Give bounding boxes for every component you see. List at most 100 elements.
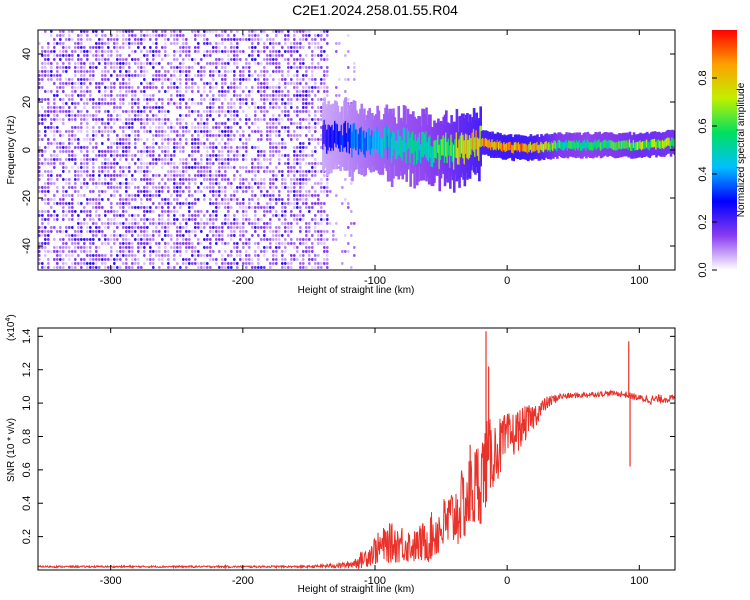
spectrogram-cell (41, 78, 44, 81)
spectrogram-cell (215, 154, 218, 157)
spectrogram-cell (269, 146, 272, 149)
spectrogram-cell (245, 190, 248, 193)
spectrogram-cell (86, 150, 89, 153)
spectrogram-cell (47, 114, 50, 117)
spectrogram-cell (74, 182, 77, 185)
spectrogram-cell (71, 206, 74, 209)
spectrogram-cell (110, 146, 113, 149)
spectrogram-cell (128, 246, 131, 249)
spectrogram-cell (287, 222, 290, 225)
spectrogram-cell (152, 74, 155, 77)
spectrogram-cell (71, 38, 74, 41)
spectrogram-cell (293, 182, 296, 185)
spectrogram-cell (44, 66, 47, 69)
spectrogram-cell (311, 58, 314, 61)
spectrogram-cell (275, 70, 278, 73)
spectrogram-cell (119, 250, 122, 253)
spectrogram-cell (293, 66, 296, 69)
spectrogram-cell (179, 250, 182, 253)
spectrogram-cell (113, 130, 116, 133)
spectrogram-cell (149, 34, 152, 37)
spectrogram-cell (320, 146, 323, 149)
spectrogram-cell (245, 58, 248, 61)
spectrogram-cell (299, 166, 302, 169)
spectrogram-cell (323, 250, 326, 253)
colorbar: 0.00.20.40.60.8 Normalized spectral ampl… (697, 30, 747, 278)
spectrogram-cell (239, 174, 242, 177)
spectrogram-cell (167, 222, 170, 225)
spectrogram-cell (56, 190, 59, 193)
spectrogram-cell (134, 170, 137, 173)
spectrogram-cell (293, 206, 296, 209)
spectrogram-cell (272, 214, 275, 217)
spectrogram-cell (104, 266, 107, 269)
spectrogram-cell (83, 70, 86, 73)
spectrogram-cell (230, 102, 233, 105)
spectrogram-cell (197, 186, 200, 189)
spectrogram-cell (41, 66, 44, 69)
spectrogram-cell (335, 94, 338, 97)
spectrogram-cell (164, 182, 167, 185)
spectrogram-cell (221, 30, 224, 33)
spectrogram-cell (173, 206, 176, 209)
spectrogram-cell (266, 58, 269, 61)
spectrogram-cell (353, 66, 356, 69)
spectrogram-cell (230, 130, 233, 133)
spectrogram-cell (218, 142, 221, 145)
spectrogram-cell (251, 90, 254, 93)
spectrogram-cell (218, 106, 221, 109)
spectrogram-cell (83, 246, 86, 249)
spectrogram-cell (98, 42, 101, 45)
spectrogram-cell (119, 254, 122, 257)
spectrogram-cell (176, 134, 179, 137)
spectrogram-cell (218, 34, 221, 37)
spectrogram-cell (89, 242, 92, 245)
spectrogram-cell (197, 162, 200, 165)
spectrogram-cell (119, 126, 122, 129)
spectrogram-cell (170, 194, 173, 197)
spectrogram-cell (128, 66, 131, 69)
spectrogram-cell (239, 138, 242, 141)
spectrogram-cell (311, 118, 314, 121)
spectrogram-cell (104, 238, 107, 241)
spectrogram-cell (50, 62, 53, 65)
spectrogram-cell (158, 110, 161, 113)
spectrogram-cell (59, 54, 62, 57)
spectrogram-cell (209, 182, 212, 185)
spectrogram-cell (251, 234, 254, 237)
spectrogram-cell (71, 226, 74, 229)
spectrogram-cell (248, 126, 251, 129)
spectrogram-cell (92, 134, 95, 137)
spectrogram-cell (65, 182, 68, 185)
spectrogram-cell (44, 190, 47, 193)
spectrogram-cell (122, 46, 125, 49)
spectrogram-cell (314, 42, 317, 45)
spectrogram-cell (143, 110, 146, 113)
spectrogram-cell (134, 58, 137, 61)
spectrogram-cell (146, 218, 149, 221)
spectrogram-cell (137, 170, 140, 173)
spectrogram-cell (119, 58, 122, 61)
spectrogram-cell (326, 214, 329, 217)
spectrogram-cell (83, 170, 86, 173)
spectrogram-cell (68, 178, 71, 181)
spectrogram-cell (296, 250, 299, 253)
spectrogram-cell (320, 138, 323, 141)
spectrogram-cell (191, 214, 194, 217)
spectrogram-cell (284, 102, 287, 105)
spectrogram-cell (119, 174, 122, 177)
spectrogram-cell (305, 250, 308, 253)
spectrogram-cell (224, 122, 227, 125)
spectrogram-cell (68, 246, 71, 249)
spectrogram-cell (119, 142, 122, 145)
spectrogram-cell (206, 122, 209, 125)
spectrogram-cell (131, 42, 134, 45)
snr-y-ticks: 0.20.40.60.81.01.21.4 (21, 329, 675, 544)
spectrogram-cell (251, 42, 254, 45)
spectrogram-cell (278, 114, 281, 117)
spectrogram-cell (128, 186, 131, 189)
spectrogram-cell (125, 190, 128, 193)
spectrogram-cell (263, 106, 266, 109)
spectrogram-cell (296, 42, 299, 45)
spectrogram-cell (263, 194, 266, 197)
